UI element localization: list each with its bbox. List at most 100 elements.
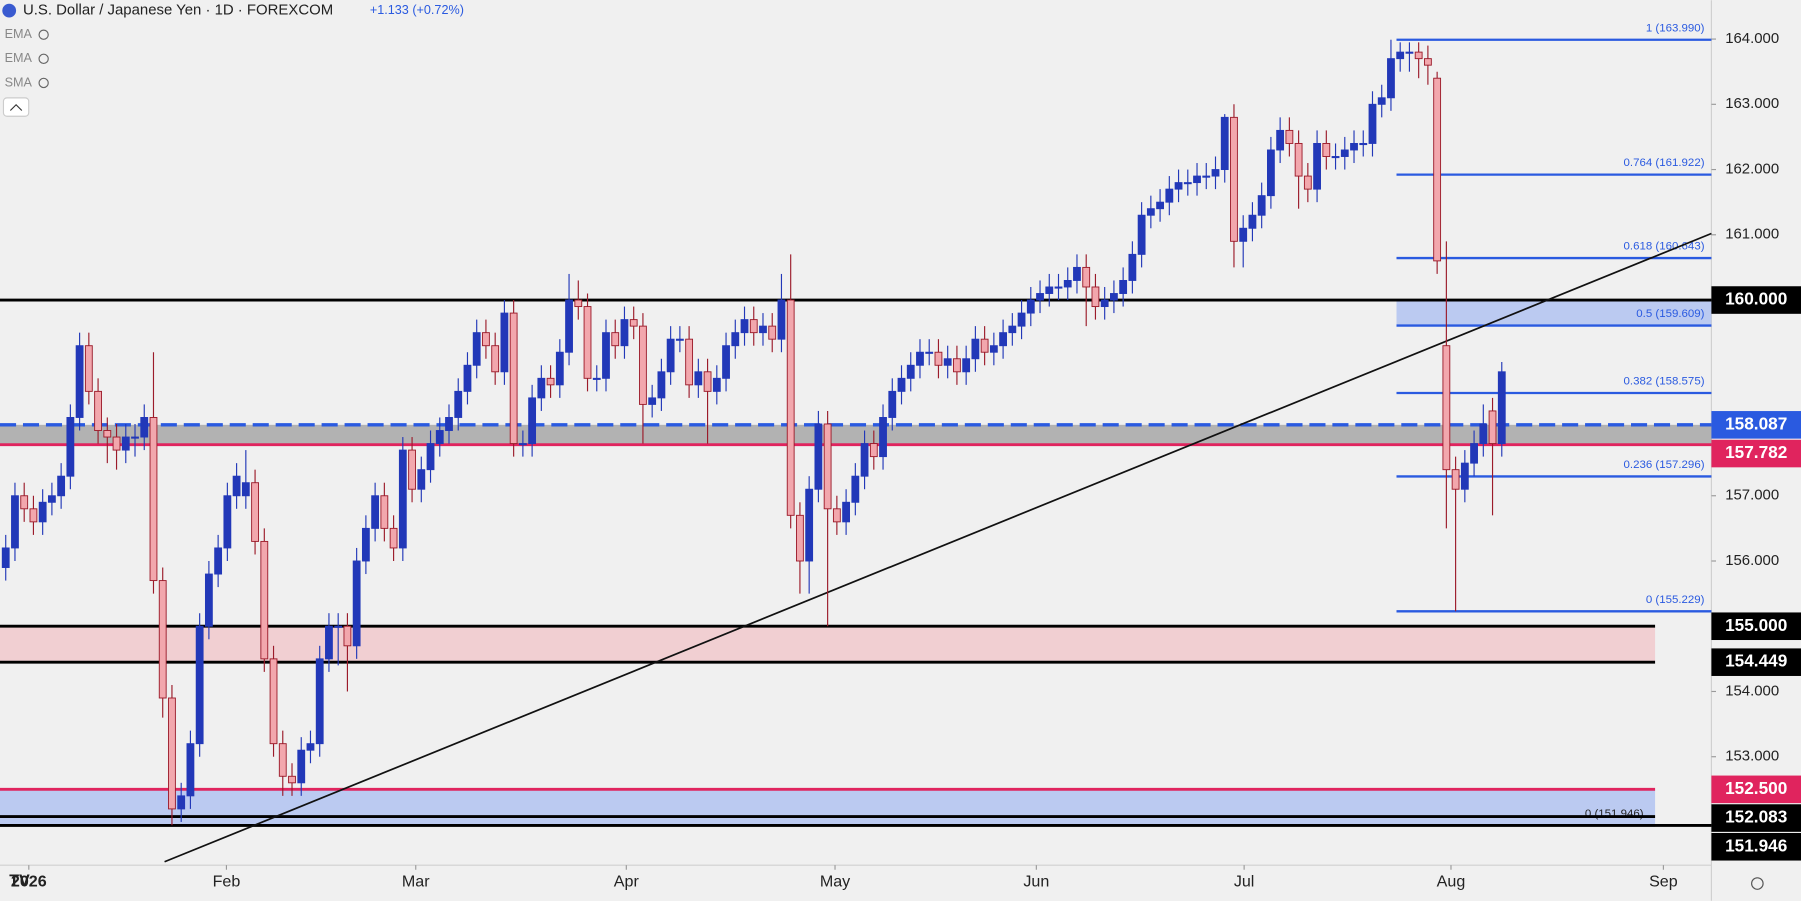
candle-body (953, 358, 961, 373)
fib-label: 1 (163.990) (1646, 22, 1705, 34)
candle-body (112, 436, 121, 451)
candle-body (158, 580, 167, 699)
candle-body (1322, 142, 1331, 157)
candle-body (777, 299, 786, 340)
y-tick-label: 156.000 (1725, 552, 1779, 569)
candle-body (842, 501, 851, 523)
fib-label: 0.618 (160.643) (1624, 241, 1705, 253)
candle-body (168, 697, 176, 810)
candle-body (371, 495, 380, 529)
candle-body (38, 501, 47, 523)
y-tick-label: 154.000 (1725, 682, 1779, 699)
candle-body (278, 743, 287, 777)
candle-body (722, 345, 730, 379)
candle-body (454, 390, 463, 418)
price-change: +1.133 (+0.72%) (370, 3, 464, 17)
candle-body (149, 417, 158, 582)
candle-body (334, 625, 343, 628)
candle-body (518, 443, 527, 446)
candle-body (1063, 280, 1072, 288)
candle-body (1045, 286, 1054, 294)
candle-body (361, 527, 370, 562)
candle-body (103, 430, 112, 438)
candle-body (971, 338, 980, 360)
candle-body (186, 743, 195, 797)
x-tick-label: Mar (402, 873, 430, 891)
fib-label: 0.5 (159.609) (1636, 308, 1704, 320)
candle-body (509, 312, 518, 445)
candle-body (934, 351, 943, 366)
candle-body (1294, 142, 1303, 177)
candle-body (583, 306, 592, 379)
candle-body (1331, 156, 1340, 159)
candle-body (1146, 208, 1155, 216)
candle-body (685, 338, 694, 386)
y-tick-label: 164.000 (1725, 30, 1779, 47)
candle-body (602, 332, 610, 379)
candle-body (980, 338, 989, 353)
candle-body (435, 430, 444, 445)
candle-body (204, 573, 213, 627)
x-tick-label: Jul (1234, 873, 1255, 891)
price-tag-label: 160.000 (1725, 289, 1787, 309)
candle-body (214, 547, 223, 575)
candle-body (472, 332, 481, 366)
x-tick-label: Aug (1437, 873, 1466, 891)
candle-body (398, 449, 407, 549)
candle-body (1276, 129, 1285, 151)
candle-body (1156, 201, 1164, 210)
price-tag-label: 154.449 (1725, 651, 1787, 671)
zone (0, 626, 1656, 663)
candle-body (1470, 443, 1478, 464)
candle-body (1257, 195, 1266, 216)
candle-body (408, 449, 416, 490)
candle-body (1165, 188, 1174, 203)
zone (0, 424, 1712, 445)
candle-body (749, 319, 758, 334)
candle-body (555, 351, 564, 386)
candle-body (592, 377, 601, 380)
candle-body (121, 436, 130, 451)
symbol-icon (2, 3, 17, 18)
candle-body (731, 332, 740, 347)
candle-body (943, 358, 952, 366)
trendline (164, 232, 1712, 863)
y-tick-label: 161.000 (1725, 226, 1779, 243)
candle-body (712, 377, 721, 392)
candle-body (962, 358, 971, 373)
candle-body (1091, 286, 1100, 308)
indicator-label: EMA (5, 27, 33, 41)
candle-body (47, 495, 56, 503)
candle-body (999, 332, 1007, 347)
candle-body (1396, 51, 1405, 60)
candle-body (528, 397, 537, 445)
candle-body (1008, 325, 1017, 334)
collapse-button[interactable] (2, 97, 30, 117)
candle-body (989, 345, 998, 353)
candle-body (740, 319, 749, 334)
candle-body (537, 377, 546, 399)
visibility-icon (38, 29, 49, 40)
candle-body (343, 625, 352, 647)
candle-body (1017, 312, 1026, 327)
candle-body (1368, 103, 1377, 144)
candle-body (1488, 410, 1497, 445)
candle-body (1211, 169, 1220, 177)
x-tick-label: May (820, 873, 850, 891)
candle-body (851, 475, 860, 503)
collapse-icon (9, 103, 23, 111)
candle-body (1285, 129, 1294, 144)
candle-body (1073, 266, 1081, 281)
price-tag-label: 151.946 (1725, 835, 1787, 855)
candle-body (1110, 293, 1118, 301)
settings-icon[interactable] (1751, 877, 1764, 890)
fib-label: 0.382 (158.575) (1624, 376, 1705, 388)
candle-body (925, 351, 934, 354)
candle-body (445, 417, 453, 431)
candle-body (1451, 469, 1460, 490)
candle-body (241, 482, 250, 497)
price-tag (1711, 648, 1801, 676)
y-tick-label: 162.000 (1725, 160, 1779, 177)
candle-body (888, 390, 897, 418)
